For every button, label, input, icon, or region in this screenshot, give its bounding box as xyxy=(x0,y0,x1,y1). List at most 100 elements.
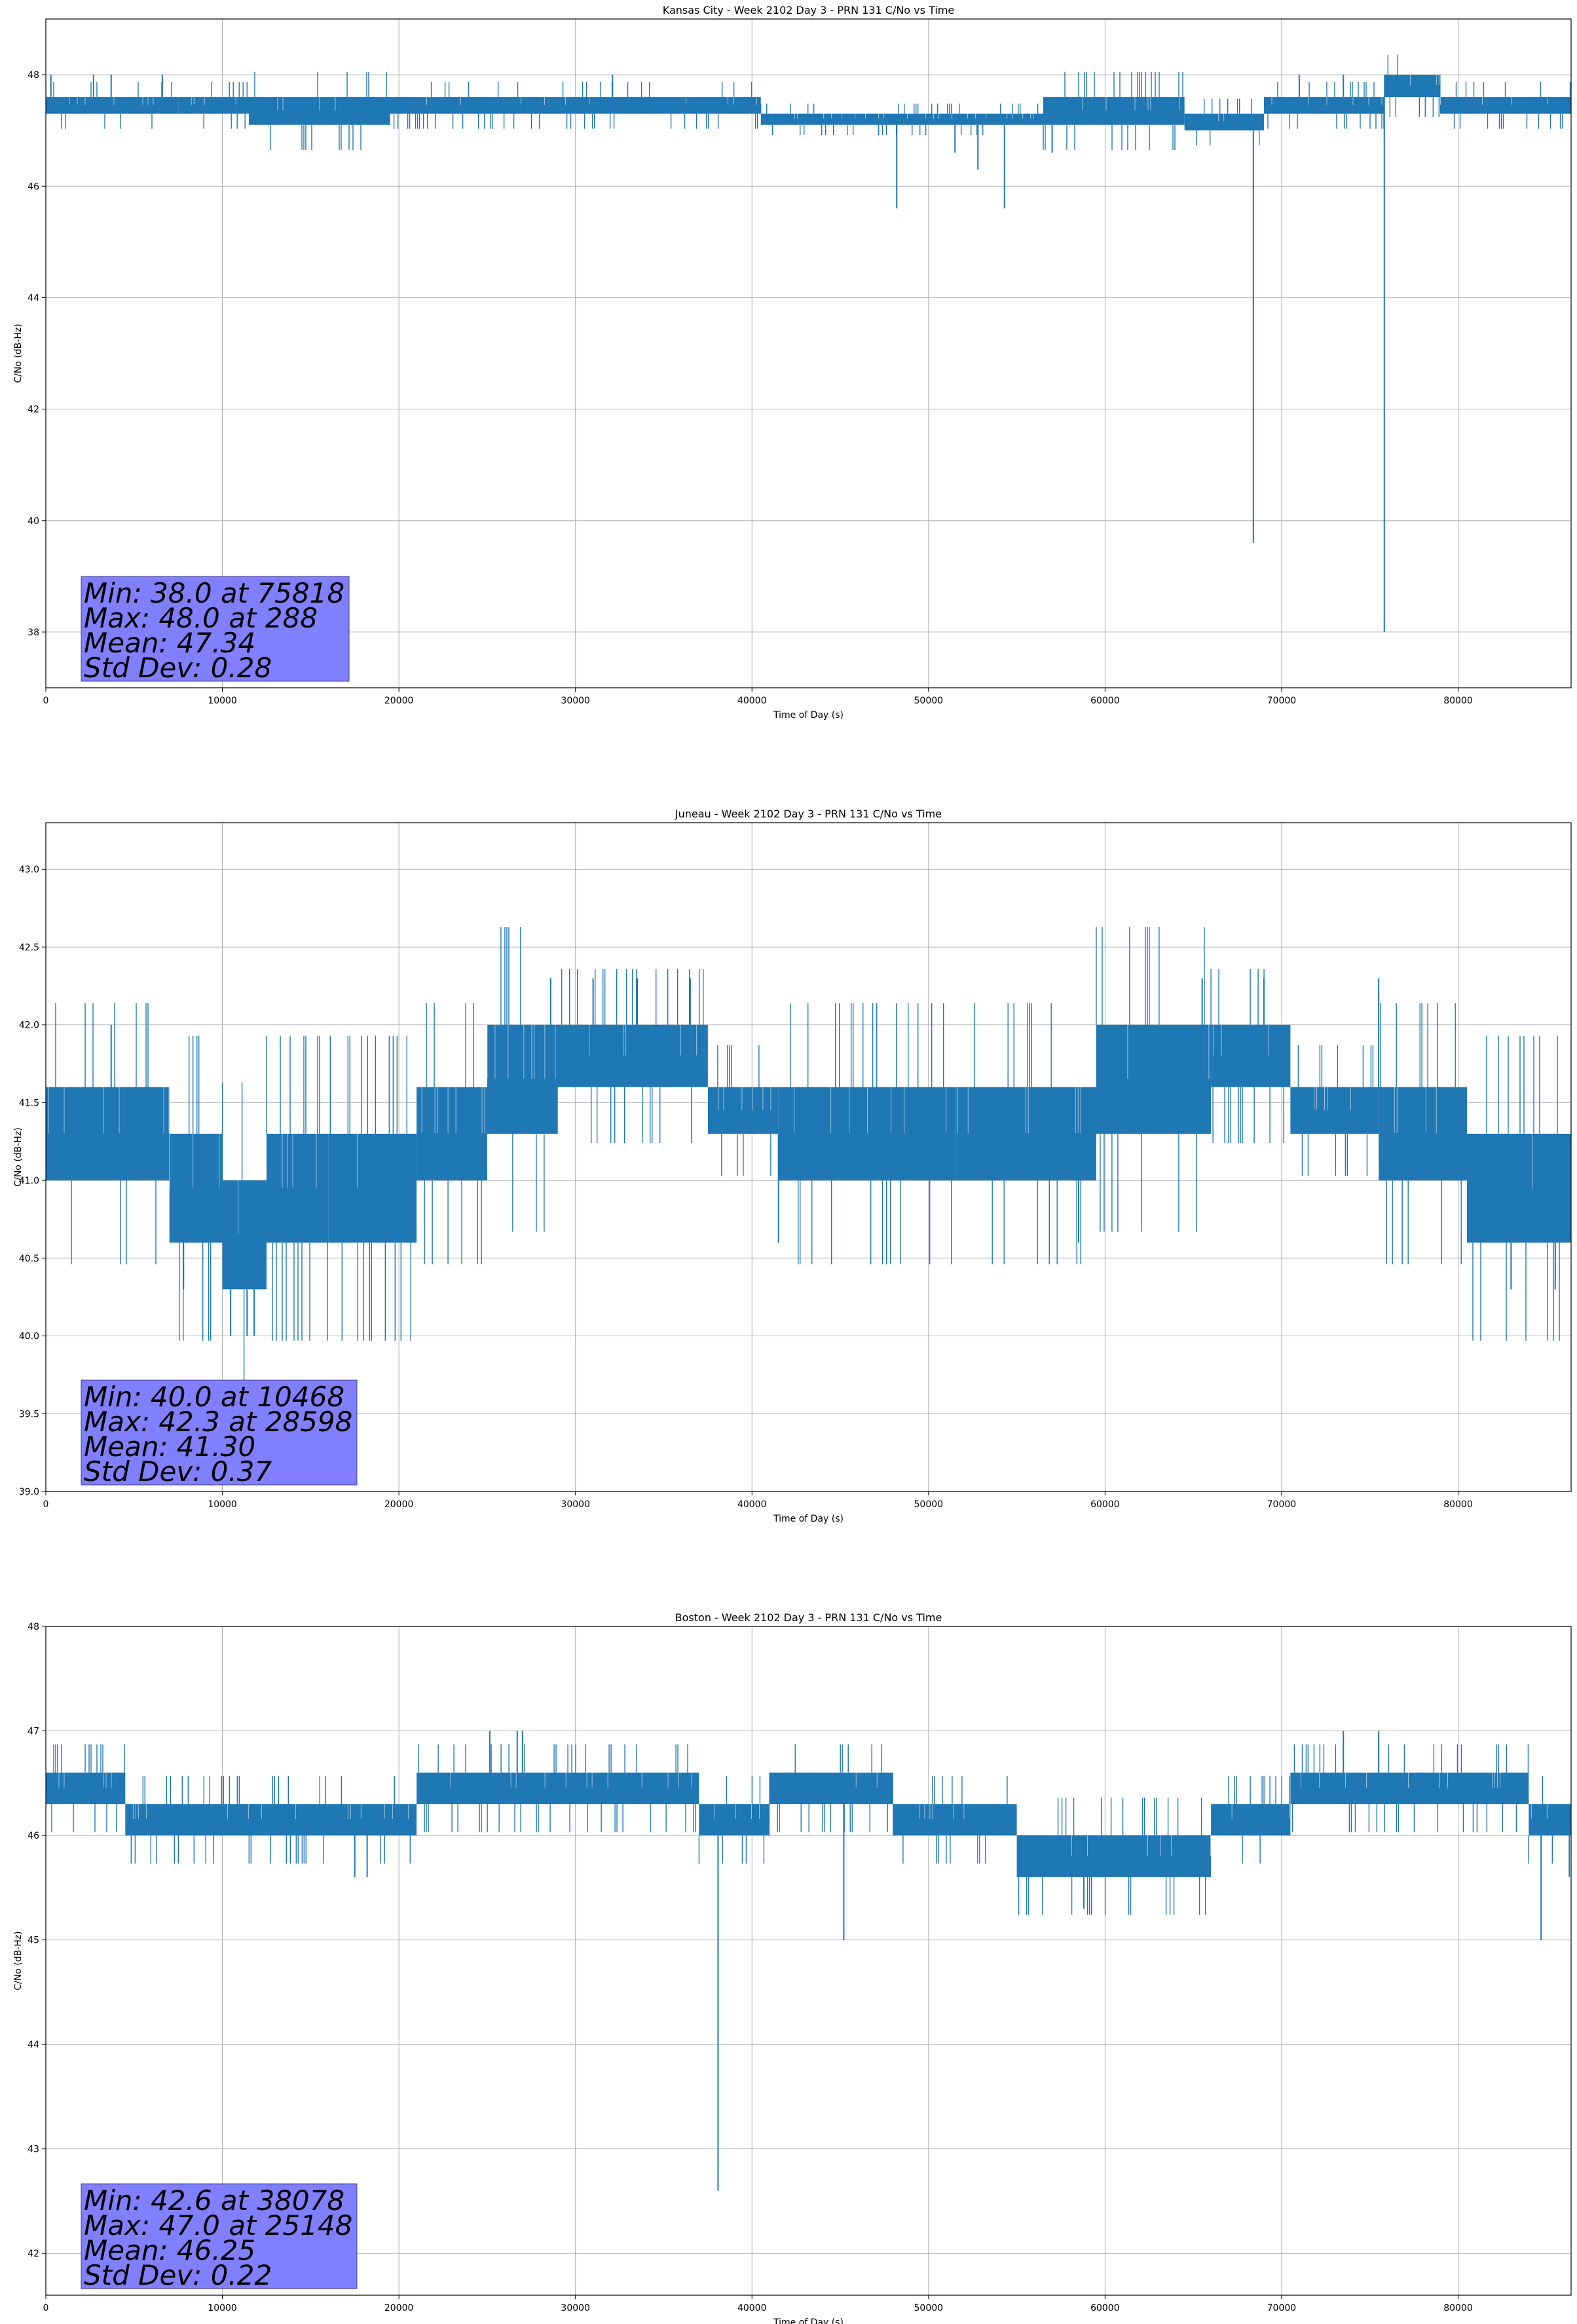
chart-title: Boston - Week 2102 Day 3 - PRN 131 C/No … xyxy=(675,1611,942,1624)
x-axis: 0 10000 20000 30000 40000 50000 60000 70000 8000… xyxy=(43,688,1473,706)
chart-title: Kansas City - Week 2102 Day 3 - PRN 131 … xyxy=(663,4,954,16)
y-tick-label: 40.0 xyxy=(19,1332,39,1342)
band-texture xyxy=(181,82,248,129)
chart-title: Juneau - Week 2102 Day 3 - PRN 131 C/No … xyxy=(675,808,942,820)
series-line xyxy=(46,1731,1571,2191)
band-texture xyxy=(418,1744,696,1833)
band-segment xyxy=(707,1087,779,1134)
x-tick-label: 60000 xyxy=(1090,696,1120,706)
y-tick-label: 42.0 xyxy=(19,1021,39,1031)
y-axis-label: C/No (dB-Hz) xyxy=(13,1127,24,1186)
x-axis: 0 10000 20000 30000 40000 50000 60000 70000 8000… xyxy=(43,2295,1473,2314)
band-segment xyxy=(1184,113,1264,131)
subplots: 0 10000 20000 30000 40000 50000 60000 70000 8000… xyxy=(13,4,1572,2324)
x-tick-label: 40000 xyxy=(737,2303,767,2314)
y-axis-label: C/No (dB-Hz) xyxy=(13,324,24,383)
y-tick-label: 47 xyxy=(28,1727,39,1737)
band-gap xyxy=(426,97,757,105)
band-gap xyxy=(1127,1024,1210,1079)
axes-frame xyxy=(45,1626,1572,2296)
x-tick-label: 50000 xyxy=(914,2303,944,2314)
x-tick-label: 60000 xyxy=(1090,2303,1120,2314)
band-texture xyxy=(393,82,758,129)
band-gap xyxy=(919,1804,965,1820)
x-tick-label: 10000 xyxy=(208,1499,237,1510)
y-tick-label: 44 xyxy=(28,2040,39,2050)
band-gap xyxy=(1531,1804,1548,1820)
band-texture xyxy=(790,1003,952,1265)
y-tick-label: 41.0 xyxy=(19,1176,39,1186)
stats-min: Min: 42.6 at 38078 xyxy=(84,2184,344,2217)
stats-std: Std Dev: 0.22 xyxy=(84,2259,272,2291)
band-segment xyxy=(1263,97,1384,114)
band-gap xyxy=(450,1772,692,1788)
x-tick-label: 30000 xyxy=(561,696,590,706)
band-texture xyxy=(1210,969,1284,1144)
grid xyxy=(45,19,1571,688)
x-tick-label: 70000 xyxy=(1267,2303,1297,2314)
y-tick-label: 38 xyxy=(28,628,39,638)
band-segment xyxy=(328,1133,417,1243)
band-segment xyxy=(417,1087,487,1181)
band-texture xyxy=(760,103,1041,135)
y-tick-label: 46 xyxy=(28,181,39,192)
band-texture xyxy=(1528,1776,1570,1864)
band-texture xyxy=(329,1036,411,1341)
band-segment xyxy=(178,97,249,114)
band-texture xyxy=(51,1744,125,1833)
y-tick-label: 39.0 xyxy=(19,1487,39,1497)
band-segment xyxy=(1096,1024,1212,1134)
band-segment xyxy=(1440,97,1571,114)
y-tick-label: 41.5 xyxy=(19,1098,39,1108)
y-tick-label: 43 xyxy=(28,2145,39,2155)
x-axis: 0 10000 20000 30000 40000 50000 60000 70000 8000… xyxy=(43,1491,1473,1510)
band-segment xyxy=(1290,1772,1529,1805)
band-texture xyxy=(1265,82,1384,129)
y-tick-label: 42.5 xyxy=(19,943,39,953)
band-gap xyxy=(1314,1087,1351,1110)
band-gap xyxy=(589,1024,697,1056)
band-gap xyxy=(191,97,236,105)
x-tick-label: 70000 xyxy=(1267,696,1297,706)
y-tick-label: 48 xyxy=(28,70,39,81)
y-tick-label: 48 xyxy=(28,1622,39,1632)
band-segment xyxy=(1379,1087,1467,1181)
x-tick-label: 20000 xyxy=(384,2303,414,2314)
band-gap xyxy=(1440,97,1548,105)
y-tick-label: 39.5 xyxy=(19,1409,39,1419)
y-tick-label: 43.0 xyxy=(19,865,39,875)
band-texture xyxy=(496,927,545,1232)
band-texture xyxy=(893,1776,1008,1864)
y-tick-label: 42 xyxy=(28,405,39,415)
subplot-3: 0 10000 20000 30000 40000 50000 60000 70000 8000… xyxy=(13,1611,1572,2324)
x-tick-label: 80000 xyxy=(1443,2303,1473,2314)
axes-frame xyxy=(45,822,1572,1492)
y-axis: 42 43 44 45 46 47 48 xyxy=(28,1622,46,2259)
stats-mean: Mean: 46.25 xyxy=(84,2234,255,2266)
y-tick-label: 46 xyxy=(28,1831,39,1841)
stats-box xyxy=(81,1379,358,1486)
band-gap xyxy=(1218,113,1225,122)
band-texture xyxy=(266,1036,328,1341)
band-gap xyxy=(421,1087,485,1133)
band-segment xyxy=(893,1804,1017,1836)
x-tick-label: 10000 xyxy=(208,2303,237,2314)
y-axis-label: C/No (dB-Hz) xyxy=(13,1931,24,1990)
x-tick-label: 30000 xyxy=(561,2303,590,2314)
stats-min: Min: 38.0 at 75818 xyxy=(84,577,344,609)
series-line xyxy=(46,54,1571,632)
band-gap xyxy=(794,1087,947,1133)
band-texture xyxy=(1472,1036,1571,1341)
x-tick-label: 10000 xyxy=(208,696,237,706)
band-gap xyxy=(69,97,154,105)
band-segment xyxy=(760,113,1044,125)
band-gap xyxy=(1271,97,1382,105)
band-texture xyxy=(46,82,172,129)
y-axis: 39.0 39.5 40.0 40.5 41.0 41.5 42.0 42.5 43.0 xyxy=(19,865,46,1497)
band-segment xyxy=(222,1180,267,1290)
x-tick-label: 70000 xyxy=(1267,1499,1297,1510)
band-gap xyxy=(718,1087,771,1110)
x-tick-label: 60000 xyxy=(1090,1499,1120,1510)
stats-max: Max: 48.0 at 288 xyxy=(84,602,318,634)
